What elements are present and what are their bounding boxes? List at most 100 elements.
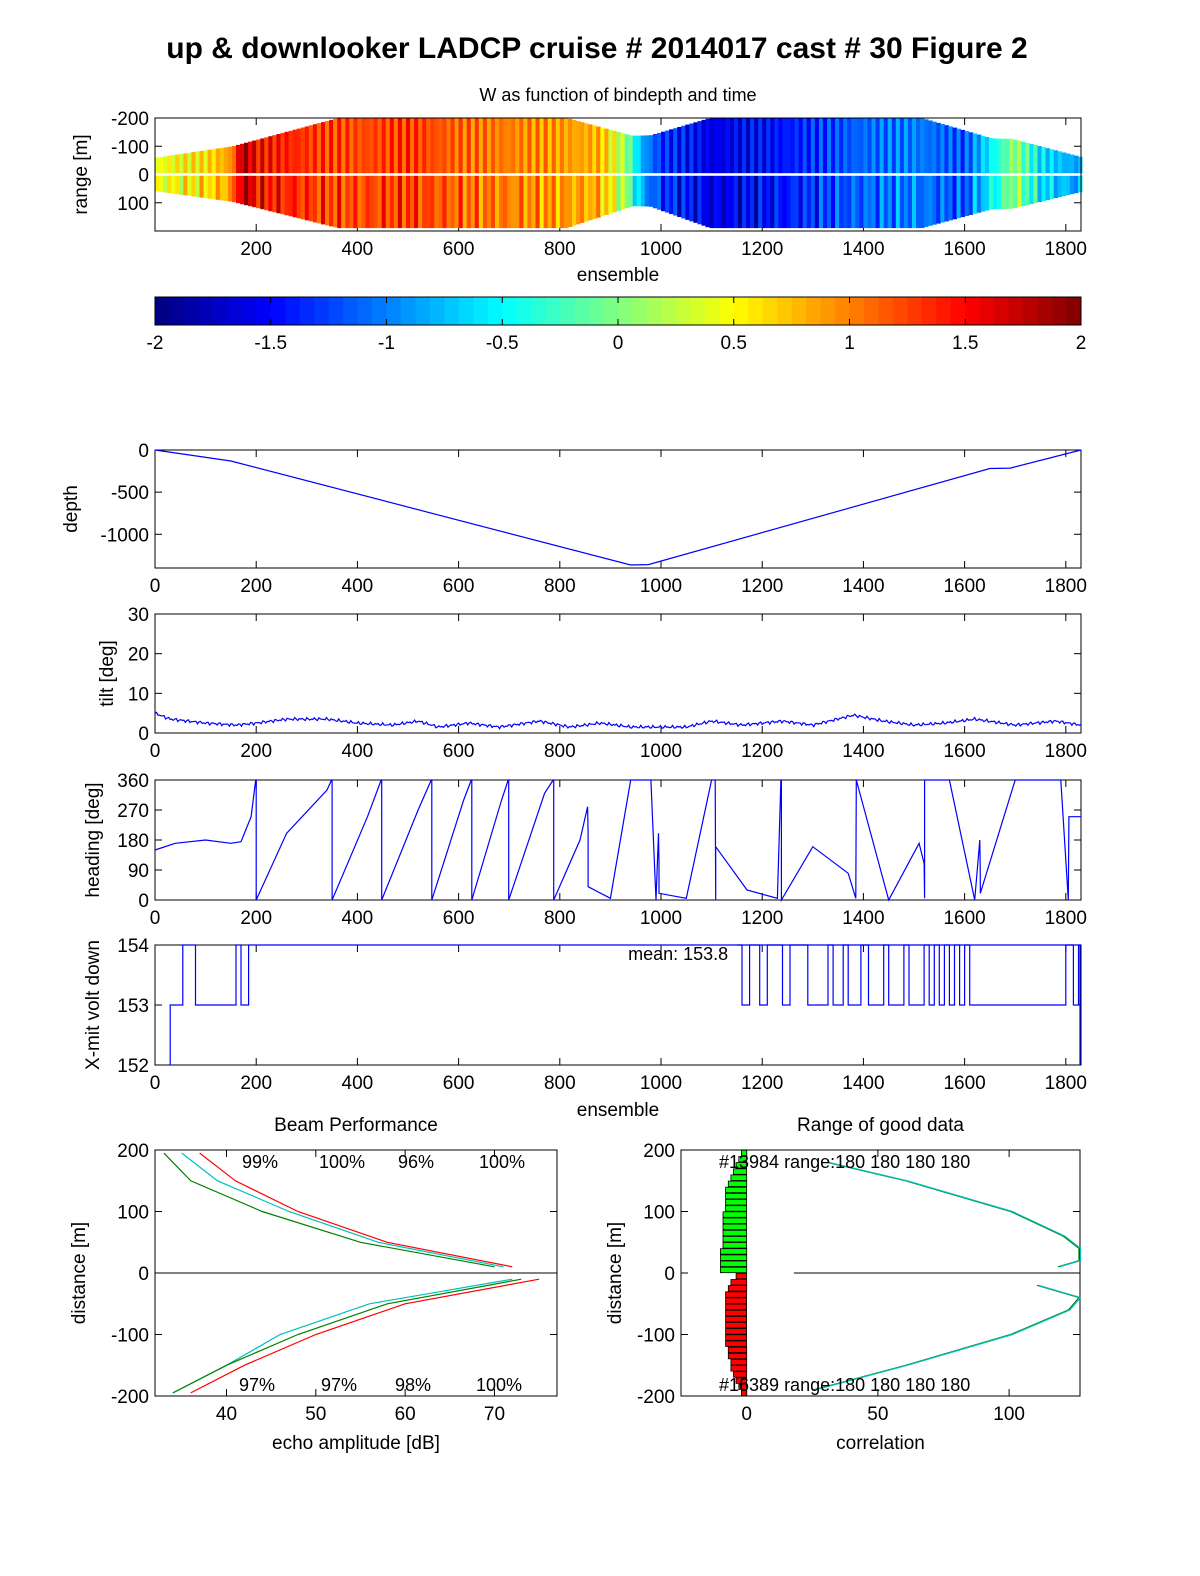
- w-section-panel: 200 400 600 800 1000 1200 1400 1600 1800-200-100…: [71, 85, 1087, 354]
- x-tick-label: 400: [342, 239, 374, 260]
- beam-percent-up: 99%: [242, 1152, 278, 1172]
- x-tick-label: 800: [544, 239, 576, 260]
- w-cell-down: [300, 175, 306, 220]
- colorbar-swatch: [777, 297, 793, 325]
- w-cell-down: [211, 175, 217, 200]
- x-axis-label: correlation: [836, 1433, 925, 1454]
- w-cell-down: [754, 175, 759, 229]
- x-tick-label: 0: [150, 741, 161, 762]
- w-cell-down: [596, 175, 601, 218]
- y-tick-label: -200: [111, 109, 149, 130]
- w-cell-down: [859, 175, 864, 229]
- w-cell-up: [883, 118, 889, 174]
- w-cell-up: [499, 118, 504, 174]
- w-cell-up: [665, 130, 670, 174]
- w-cell-up: [705, 118, 710, 174]
- w-cell-down: [252, 175, 257, 208]
- w-cell-up: [640, 135, 646, 174]
- colorbar-swatch: [806, 297, 821, 325]
- w-cell-down: [1041, 175, 1046, 202]
- w-cell-down: [669, 175, 674, 215]
- chart-title: Range of good data: [797, 1115, 964, 1136]
- good-data-bar-up: [722, 1242, 748, 1249]
- w-cell-up: [798, 118, 804, 174]
- w-cell-up: [616, 132, 621, 174]
- good-data-bar-down: [730, 1279, 748, 1286]
- w-cell-down: [1021, 175, 1026, 206]
- w-cell-up: [175, 154, 180, 174]
- w-cell-down: [592, 175, 597, 219]
- y-axis-label: distance [m]: [69, 1222, 90, 1324]
- w-cell-down: [365, 175, 370, 229]
- plot-frame-top: [154, 117, 1082, 232]
- w-cell-up: [677, 127, 682, 174]
- w-cell-up: [750, 118, 755, 174]
- plot-frame: [154, 449, 1082, 569]
- w-cell-up: [1029, 143, 1034, 174]
- good-data-bar-up: [725, 1193, 747, 1200]
- beam-percent-up: 100%: [479, 1152, 525, 1172]
- x-tick-label: 1800: [1045, 576, 1087, 597]
- good-data-bar-down: [727, 1352, 748, 1360]
- w-cell-down: [822, 175, 828, 229]
- colorbar-tick-label: -0.5: [486, 333, 519, 354]
- x-tick-label: 1800: [1045, 908, 1087, 929]
- w-cell-up: [657, 132, 662, 174]
- w-cell-up: [766, 118, 771, 174]
- w-cell-up: [337, 118, 342, 174]
- good-data-bar-down: [725, 1316, 747, 1323]
- w-cell-up: [365, 118, 370, 174]
- x-tick-label: 600: [443, 1073, 475, 1094]
- w-cell-down: [661, 175, 666, 212]
- good-data-bar-down: [725, 1328, 747, 1335]
- good-data-bar-down: [725, 1322, 747, 1329]
- w-cell-down: [511, 175, 516, 229]
- y-tick-label: 0: [138, 166, 149, 187]
- w-cell-down: [260, 175, 265, 210]
- w-cell-down: [422, 175, 427, 229]
- colorbar-swatch: [1008, 297, 1024, 325]
- colorbar-swatch: [212, 297, 228, 325]
- w-cell-up: [1073, 155, 1079, 174]
- w-cell-up: [474, 118, 480, 174]
- w-cell-down: [600, 175, 605, 217]
- w-cell-up: [1021, 141, 1026, 174]
- w-cell-up: [527, 118, 532, 174]
- x-tick-label: 1600: [943, 239, 985, 260]
- w-cell-up: [470, 118, 476, 174]
- w-cell-down: [231, 175, 237, 203]
- w-cell-down: [855, 175, 860, 229]
- w-cell-down: [887, 175, 893, 229]
- w-cell-up: [689, 123, 694, 174]
- w-cell-down: [329, 175, 334, 227]
- chart-title: Beam Performance: [274, 1115, 438, 1136]
- w-cell-up: [1009, 138, 1014, 174]
- w-cell-down: [673, 175, 678, 216]
- w-cell-up: [219, 147, 225, 174]
- w-cell-up: [729, 118, 735, 174]
- w-cell-down: [984, 175, 990, 211]
- colorbar-tick-label: -2: [147, 333, 164, 354]
- x-tick-label: 1600: [943, 741, 985, 762]
- w-cell-up: [709, 118, 715, 174]
- x-tick-label: 60: [395, 1404, 416, 1425]
- w-cell-down: [928, 175, 933, 226]
- w-cell-up: [349, 118, 354, 174]
- w-cell-up: [264, 137, 269, 174]
- x-tick-label: 600: [443, 908, 475, 929]
- y-tick-label: 0: [138, 724, 149, 745]
- beam-percent-down: 100%: [476, 1375, 522, 1395]
- w-cell-down: [632, 175, 638, 207]
- w-cell-up: [345, 118, 350, 174]
- w-cell-down: [693, 175, 698, 223]
- w-cell-up: [576, 121, 581, 174]
- w-cell-down: [195, 175, 200, 197]
- w-cell-down: [361, 175, 366, 229]
- x-tick-label: 200: [240, 908, 272, 929]
- good-data-bar-down: [730, 1365, 748, 1372]
- w-cell-up: [588, 124, 593, 174]
- x-tick-label: 600: [443, 576, 475, 597]
- w-cell-down: [414, 175, 419, 229]
- w-cell-down: [976, 175, 982, 213]
- colorbar-swatch: [299, 297, 315, 325]
